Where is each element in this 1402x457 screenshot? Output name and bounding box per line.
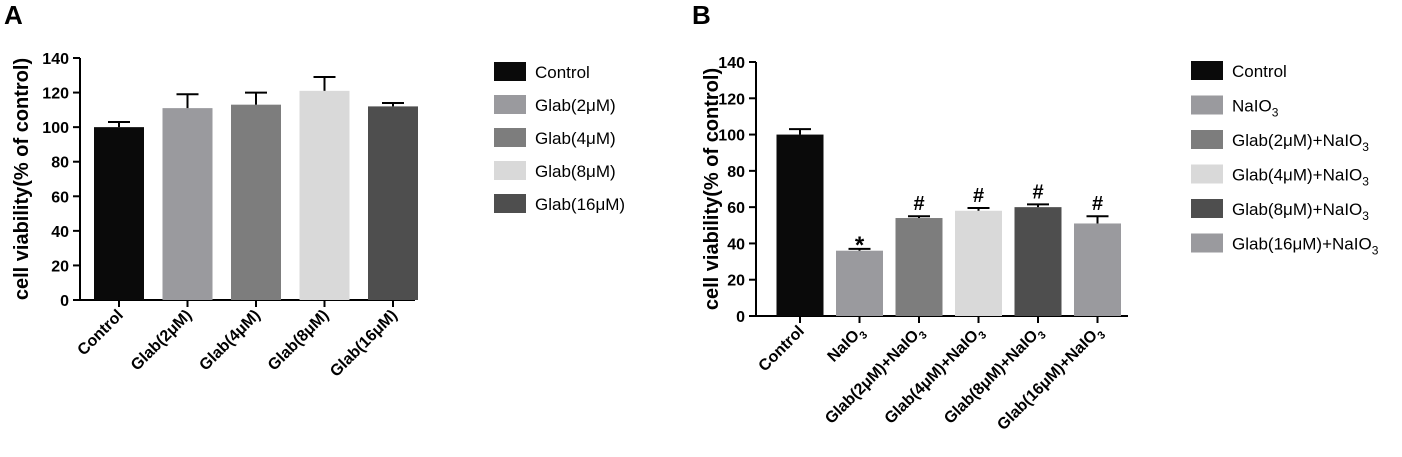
y-tick-label: 0 (60, 293, 69, 310)
bar (299, 90, 350, 300)
legend-swatch (1191, 130, 1223, 149)
legend-label: Glab(16μM) (535, 195, 625, 214)
legend-label: Control (535, 63, 590, 82)
legend-swatch (1191, 164, 1223, 184)
y-tick-label: 140 (42, 51, 69, 68)
bar (836, 250, 883, 316)
bar (368, 106, 418, 301)
panel-a: A 0 20 40 60 80 100 120 140 cell viability(% of c… (4, 0, 625, 380)
y-tick-label: 80 (727, 164, 745, 181)
significance-marker: # (973, 185, 984, 207)
legend-label: NaIO3 (1232, 97, 1279, 120)
y-tick-label: 40 (727, 236, 745, 253)
x-tick-label: Glab(16μM) (327, 307, 401, 381)
legend-label: Glab(4μM)+NaIO3 (1232, 166, 1369, 189)
legend-label: Glab(8μM)+NaIO3 (1232, 200, 1369, 223)
bar (1014, 207, 1062, 316)
legend-label: Glab(2μM)+NaIO3 (1232, 131, 1369, 154)
legend-swatch (494, 128, 526, 147)
x-tick-label: Glab(2μM) (128, 307, 195, 374)
y-tick-label: 40 (51, 224, 69, 241)
legend-swatch (1191, 199, 1223, 218)
legend-swatch (1191, 95, 1223, 115)
y-tick-label: 60 (51, 189, 69, 206)
significance-marker: # (1032, 181, 1043, 203)
legend-label: Glab(2μM) (535, 96, 616, 115)
x-tick-label: Glab(16μM)+NaIO3 (994, 323, 1108, 437)
legend-label: Control (1232, 62, 1287, 81)
bar (895, 218, 943, 316)
x-tick-label: Glab(8μM) (265, 307, 332, 374)
legend-swatch (1191, 233, 1223, 253)
legend-swatch (494, 62, 526, 81)
bar (955, 210, 1002, 316)
panel-label: A (4, 0, 23, 30)
significance-marker: * (855, 232, 865, 259)
y-tick-label: 100 (42, 120, 69, 137)
x-tick-label: Glab(4μM) (196, 307, 263, 374)
x-tick-label: Control (756, 323, 808, 375)
x-tick-label: NaIO3 (825, 323, 871, 369)
y-tick-label: 120 (718, 91, 745, 108)
y-tick-label: 80 (51, 155, 69, 172)
legend-swatch (494, 95, 526, 114)
bar (1074, 223, 1121, 316)
y-tick-label: 20 (51, 258, 69, 275)
y-tick-label: 60 (727, 200, 745, 217)
legend-swatch (1191, 61, 1223, 80)
legend-swatch (494, 161, 526, 180)
x-tick-label: Control (75, 307, 127, 359)
y-tick-label: 100 (718, 128, 745, 145)
legend-label: Glab(16μM)+NaIO3 (1232, 235, 1379, 258)
y-tick-label: 20 (727, 273, 745, 290)
legend-swatch (494, 194, 526, 213)
panel-label: B (692, 0, 711, 30)
significance-marker: # (913, 193, 924, 215)
legend-label: Glab(4μM) (535, 129, 616, 148)
bar (162, 108, 213, 300)
significance-marker: # (1092, 193, 1103, 215)
y-axis-title: cell viability(% of control) (701, 68, 723, 310)
y-axis-title: cell viability(% of control) (11, 58, 33, 300)
bar (94, 127, 144, 301)
y-tick-label: 120 (42, 86, 69, 103)
bar (776, 134, 824, 316)
y-tick-label: 140 (718, 55, 745, 72)
y-tick-label: 0 (736, 309, 745, 326)
legend-label: Glab(8μM) (535, 162, 616, 181)
bar (231, 104, 281, 301)
